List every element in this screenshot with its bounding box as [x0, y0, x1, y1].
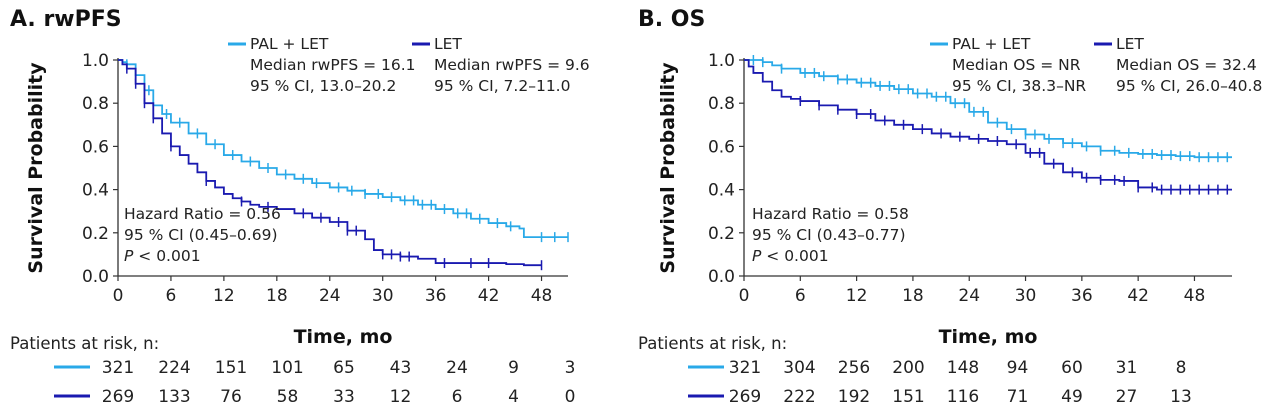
risk-table-cell: 0 [565, 387, 576, 407]
y-tick-label: 0.4 [708, 181, 735, 201]
legend-detail: 95 % CI, 26.0–40.8 [1116, 77, 1262, 95]
legend-label: LET [1116, 35, 1144, 53]
risk-table-cell: 101 [271, 358, 303, 378]
risk-table-cell: 76 [220, 387, 242, 407]
y-tick-label: 0.0 [708, 267, 735, 287]
panel-title: B. OS [638, 7, 705, 32]
hazard-annotation-line: P < 0.001 [752, 247, 829, 265]
x-tick-label: 24 [958, 286, 980, 306]
risk-table-cell: 321 [102, 358, 134, 378]
legend-detail: Median rwPFS = 16.1 [250, 56, 416, 74]
risk-table-cell: 43 [390, 358, 412, 378]
y-axis-label: Survival Probability [25, 62, 47, 274]
x-tick-label: 18 [902, 286, 924, 306]
y-axis-label: Survival Probability [657, 62, 679, 274]
risk-table-cell: 200 [892, 358, 924, 378]
risk-table-cell: 256 [838, 358, 870, 378]
risk-table-cell: 269 [729, 387, 761, 407]
x-tick-label: 48 [1184, 286, 1206, 306]
legend-label: PAL + LET [250, 35, 329, 53]
x-axis-label: Time, mo [294, 326, 393, 348]
x-tick-label: 42 [478, 286, 500, 306]
legend-label: LET [434, 35, 462, 53]
legend-detail: 95 % CI, 38.3–NR [952, 77, 1086, 95]
risk-table-heading: Patients at risk, n: [10, 334, 159, 353]
risk-table-cell: 116 [947, 387, 979, 407]
x-tick-label: 12 [846, 286, 868, 306]
risk-table-cell: 27 [1116, 387, 1138, 407]
risk-table-cell: 222 [783, 387, 815, 407]
x-tick-label: 0 [739, 286, 750, 306]
risk-table-cell: 3 [565, 358, 576, 378]
x-tick-label: 36 [1071, 286, 1093, 306]
x-tick-label: 24 [319, 286, 341, 306]
x-tick-label: 30 [1015, 286, 1037, 306]
risk-table-cell: 9 [508, 358, 519, 378]
legend-detail: 95 % CI, 7.2–11.0 [434, 77, 570, 95]
y-tick-label: 0.6 [82, 137, 109, 157]
x-axis-label: Time, mo [939, 326, 1038, 348]
series-line-pal-let [744, 59, 1232, 159]
risk-table-cell: 192 [838, 387, 870, 407]
risk-table-cell: 71 [1007, 387, 1029, 407]
risk-table-cell: 31 [1116, 358, 1138, 378]
risk-table-cell: 58 [277, 387, 299, 407]
risk-table-cell: 24 [446, 358, 468, 378]
x-tick-label: 6 [795, 286, 806, 306]
y-tick-label: 0.8 [708, 94, 735, 114]
risk-table-cell: 13 [1170, 387, 1192, 407]
x-tick-label: 36 [425, 286, 447, 306]
x-tick-label: 12 [213, 286, 235, 306]
risk-table-cell: 148 [947, 358, 979, 378]
x-tick-label: 30 [372, 286, 394, 306]
hazard-annotation-line: Hazard Ratio = 0.58 [752, 205, 909, 223]
risk-table-cell: 8 [1176, 358, 1187, 378]
y-tick-label: 1.0 [708, 51, 735, 71]
hazard-annotation-line: 95 % CI (0.43–0.77) [752, 226, 906, 244]
y-tick-label: 0.0 [82, 267, 109, 287]
x-tick-label: 18 [266, 286, 288, 306]
panel-b: B. OS 0.0 0.2 0.4 0.6 0.8 1.0 0 6 12 18 24 30 36 42 48 T… [638, 7, 1262, 407]
risk-table-cell: 33 [333, 387, 355, 407]
risk-table-cell: 60 [1061, 358, 1083, 378]
risk-table-cell: 269 [102, 387, 134, 407]
y-tick-label: 0.6 [708, 137, 735, 157]
x-tick-label: 42 [1127, 286, 1149, 306]
risk-table-heading: Patients at risk, n: [638, 334, 787, 353]
risk-table-cell: 6 [452, 387, 463, 407]
legend-label: PAL + LET [952, 35, 1031, 53]
risk-table-cell: 224 [158, 358, 190, 378]
risk-table-cell: 304 [783, 358, 815, 378]
x-tick-label: 48 [531, 286, 553, 306]
risk-table-cell: 49 [1061, 387, 1083, 407]
risk-table-cell: 321 [729, 358, 761, 378]
legend-detail: Median OS = NR [952, 56, 1081, 74]
legend-detail: 95 % CI, 13.0–20.2 [250, 77, 396, 95]
risk-table-cell: 12 [390, 387, 412, 407]
risk-table-cell: 4 [508, 387, 519, 407]
risk-table-cell: 151 [892, 387, 924, 407]
risk-table-cell: 65 [333, 358, 355, 378]
y-tick-label: 1.0 [82, 51, 109, 71]
legend-detail: Median OS = 32.4 [1116, 56, 1257, 74]
x-tick-label: 0 [113, 286, 124, 306]
y-tick-label: 0.4 [82, 181, 109, 201]
risk-table-cell: 151 [215, 358, 247, 378]
x-tick-label: 6 [166, 286, 177, 306]
y-tick-label: 0.2 [82, 224, 109, 244]
legend-detail: Median rwPFS = 9.6 [434, 56, 590, 74]
hazard-annotation-line: Hazard Ratio = 0.56 [124, 205, 281, 223]
panel-title: A. rwPFS [10, 7, 122, 32]
hazard-annotation-line: 95 % CI (0.45–0.69) [124, 226, 278, 244]
risk-table-cell: 94 [1007, 358, 1029, 378]
risk-table-cell: 133 [158, 387, 190, 407]
hazard-annotation-line: P < 0.001 [124, 247, 201, 265]
y-tick-label: 0.8 [82, 94, 109, 114]
y-tick-label: 0.2 [708, 224, 735, 244]
